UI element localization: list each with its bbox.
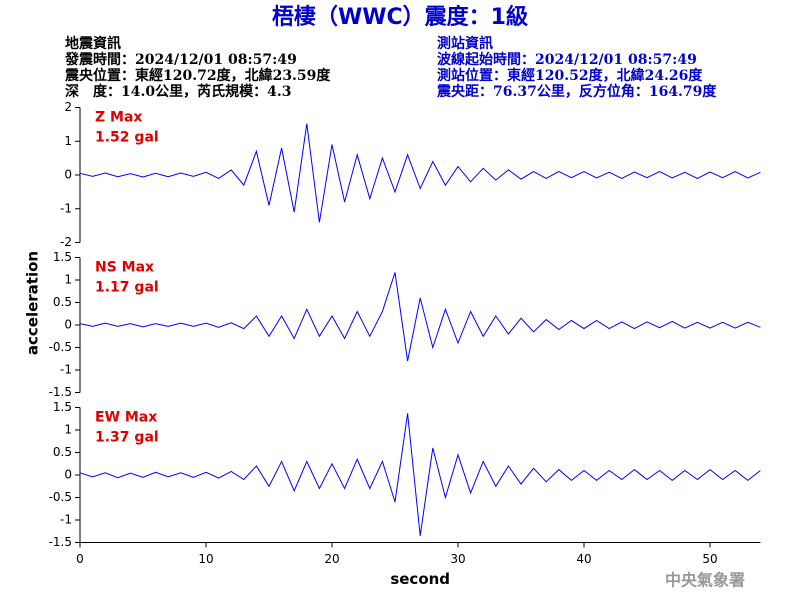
y-tick-label: -1.5 (49, 535, 72, 549)
waveform (79, 272, 761, 362)
x-tick-label: 0 (76, 552, 84, 566)
y-tick-label: 0 (64, 468, 72, 482)
y-tick-label: -1 (60, 363, 72, 377)
annotation: EW Max (95, 410, 157, 426)
annotation: NS Max (95, 260, 154, 276)
title: 梧棲（WWC）震度：1級 (272, 4, 528, 30)
info-right: 震央距：76.37公里，反方位角：164.79度 (436, 83, 717, 100)
x-axis-label: second (390, 570, 450, 588)
info-right: 測站位置：東經120.52度，北緯24.26度 (437, 67, 703, 84)
info-right: 測站資訊 (437, 35, 493, 52)
y-tick-label: 0 (64, 168, 72, 182)
x-tick-label: 20 (324, 552, 339, 566)
y-tick-label: 0 (64, 318, 72, 332)
info-left: 深 度：14.0公里，芮氏規模：4.3 (65, 83, 291, 100)
info-right: 波線起始時間：2024/12/01 08:57:49 (437, 51, 697, 68)
y-tick-label: -2 (60, 235, 72, 249)
y-tick-label: 2 (64, 100, 72, 114)
annotation: Z Max (95, 110, 142, 126)
x-tick-label: 40 (576, 552, 591, 566)
y-tick-label: -1.5 (49, 385, 72, 399)
x-tick-label: 10 (198, 552, 213, 566)
y-axis-label: acceleration (24, 251, 42, 355)
y-tick-label: 1.5 (53, 250, 72, 264)
info-left: 震央位置：東經120.72度，北緯23.59度 (64, 67, 331, 84)
info-left: 發震時間：2024/12/01 08:57:49 (64, 51, 297, 68)
y-tick-label: 1 (64, 273, 72, 287)
footer: 中央氣象署 (665, 571, 745, 590)
annotation: 1.17 gal (95, 280, 159, 296)
annotation: 1.52 gal (95, 130, 159, 146)
waveform (79, 123, 761, 223)
y-tick-label: 0.5 (53, 445, 72, 459)
y-tick-label: -1 (60, 201, 72, 215)
y-tick-label: 1 (64, 423, 72, 437)
y-tick-label: -0.5 (49, 490, 72, 504)
info-left: 地震資訊 (65, 35, 121, 52)
y-tick-label: -1 (60, 513, 72, 527)
y-tick-label: 0.5 (53, 295, 72, 309)
y-tick-label: 1.5 (53, 400, 72, 414)
y-tick-label: 1 (64, 134, 72, 148)
waveform (79, 413, 761, 536)
x-tick-label: 30 (450, 552, 465, 566)
y-tick-label: -0.5 (49, 340, 72, 354)
x-tick-label: 50 (702, 552, 717, 566)
annotation: 1.37 gal (95, 430, 159, 446)
